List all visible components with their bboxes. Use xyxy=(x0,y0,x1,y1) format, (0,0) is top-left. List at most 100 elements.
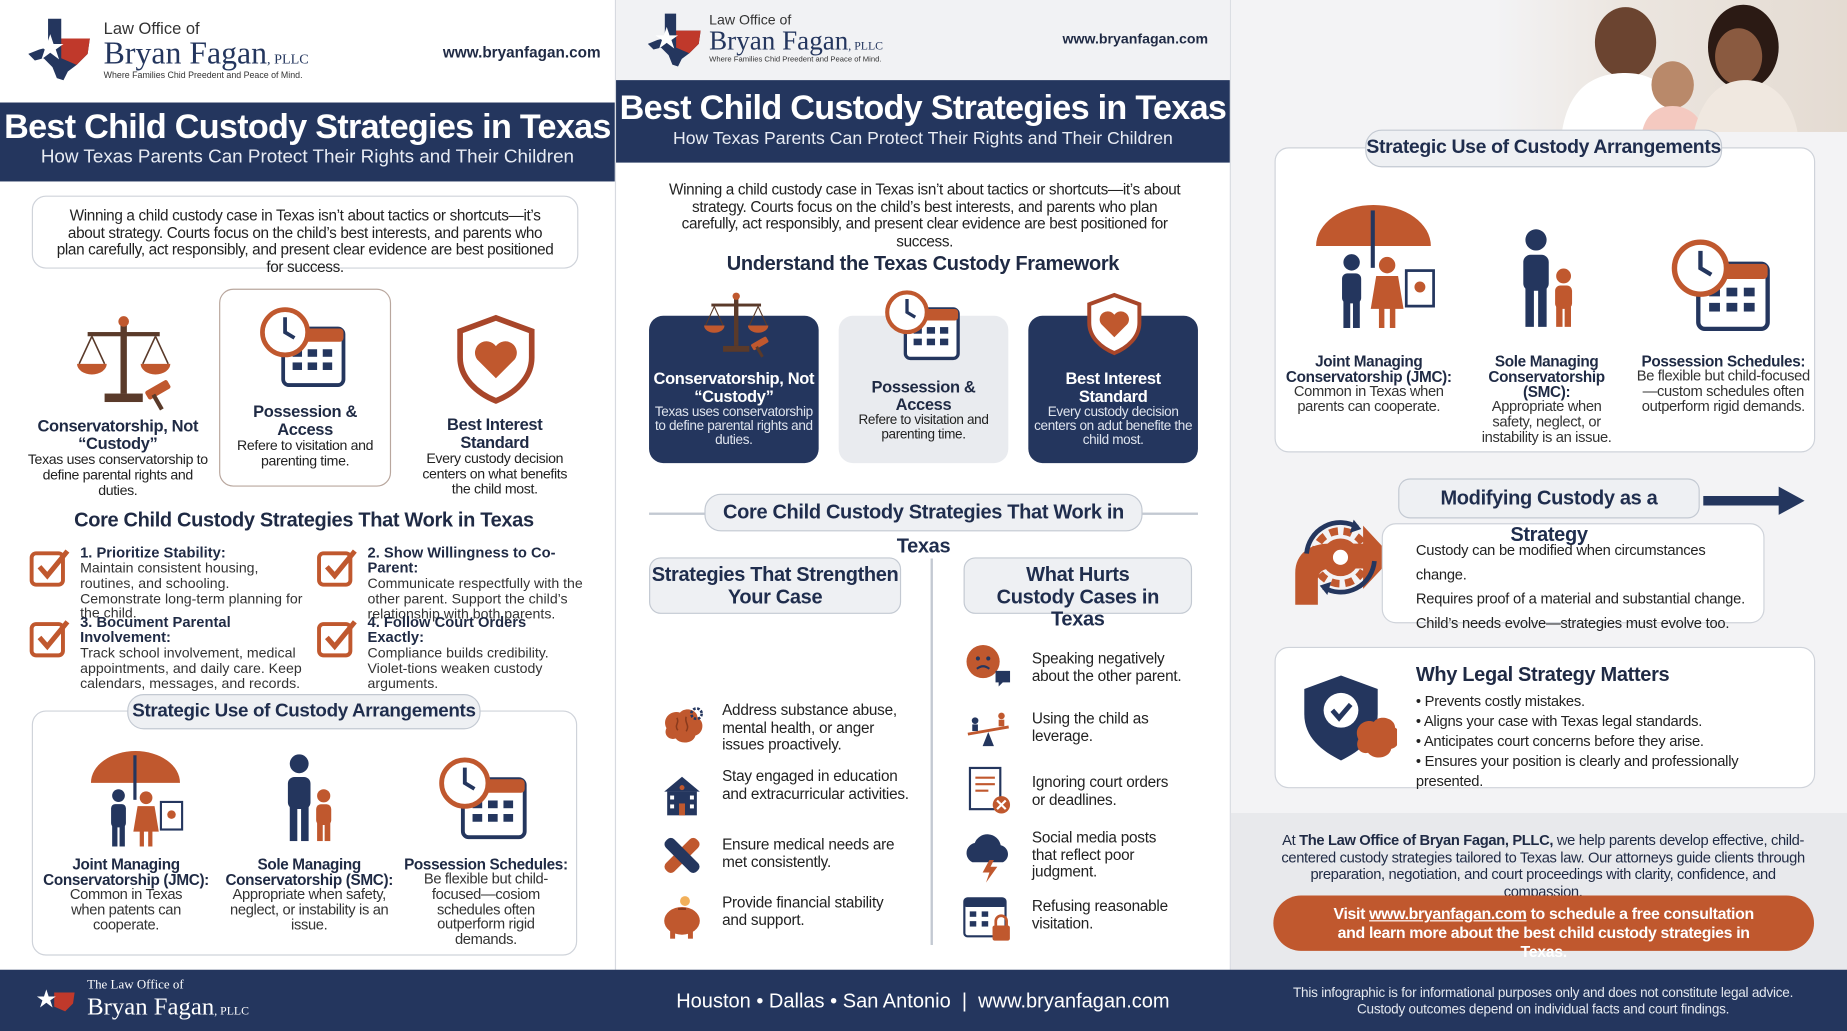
cta-button[interactable]: Visit www.bryanfagan.com to schedule a f… xyxy=(1273,895,1815,960)
why-item: • Aligns your case with Texas legal stan… xyxy=(1415,712,1703,730)
logo-name: Bryan Fagan xyxy=(103,35,268,71)
arrangement: Joint Managing Conservatorship (JMC): Com… xyxy=(1284,353,1454,414)
footer xyxy=(0,969,1847,1031)
arrangement-title: Possession Schedules: xyxy=(404,855,568,874)
arrangement-text: Common in Texas when parents can coopera… xyxy=(1293,382,1444,415)
framework-title: Best Interest Standard xyxy=(1065,368,1161,406)
umbrella-family-icon xyxy=(1305,183,1442,348)
framework-card xyxy=(649,315,819,464)
sad-face-icon xyxy=(959,640,1018,692)
closing: At The Law Office of Bryan Fagan, PLLC, … xyxy=(1270,832,1817,900)
seesaw-icon xyxy=(959,705,1018,752)
check-icon xyxy=(316,615,361,660)
calendar-lock-icon xyxy=(960,891,1014,945)
logo-mark xyxy=(28,16,94,82)
why-item: • Prevents costly mistakes. xyxy=(1415,692,1585,710)
strategy-title: 1. Prioritize Stability: xyxy=(80,544,226,561)
modifying-item: Requires proof of a material and substan… xyxy=(1415,590,1745,607)
bandage-icon xyxy=(657,831,706,880)
website-link[interactable]: www.bryanfagan.com xyxy=(1062,30,1209,48)
title-band: Best Child Custody Strategies in Texas H… xyxy=(0,102,615,182)
why-item: • Ensures your position is clearly and p… xyxy=(1415,752,1739,790)
arrangement: Possession Schedules: Be flexible but chi… xyxy=(1635,353,1812,414)
modifying-item: Child’s needs evolve—strategies must evo… xyxy=(1415,614,1730,631)
arrangement-title: Sole Managing Conservatorship (SMC): xyxy=(1488,352,1605,401)
shield-heart-icon xyxy=(1081,288,1147,361)
footer-logo: The Law Office of Bryan Fagan, PLLC xyxy=(87,978,249,1022)
why-text: Ensures your position is clearly and pro… xyxy=(1415,752,1739,790)
calendar-clock-icon xyxy=(251,304,357,398)
arrangement-title: Joint Managing Conservatorship (JMC): xyxy=(1285,352,1452,386)
piggy-bank-icon xyxy=(656,893,708,942)
modifying-box xyxy=(1381,523,1765,624)
logo-line: Law Office of xyxy=(103,18,200,38)
why-list: • Prevents costly mistakes. • Aligns you… xyxy=(1416,692,1805,792)
footer-disclaimer: This infographic is for informational pu… xyxy=(1293,986,1794,1017)
intro-box: Winning a child custody case in Texas is… xyxy=(31,195,579,275)
strategy-title: 4. Follow Court Orders Exactly: xyxy=(367,613,527,646)
calendar-clock-icon xyxy=(1663,236,1781,344)
framework-item: Best Interest Standard Every custody deci… xyxy=(1032,368,1195,448)
logo-mark xyxy=(648,12,705,69)
logo-tagline: Where Families Chid Preedent and Peace o… xyxy=(103,69,303,81)
section-heading: Core Child Custody Strategies That Work … xyxy=(74,509,534,532)
arrangement: Possession Schedules: Be flexible but chi… xyxy=(400,857,571,948)
strategy-title: 2. Show Willingness to Co-Parent: xyxy=(367,544,556,577)
umbrella-family-icon xyxy=(82,745,188,851)
section-pill: Strategic Use of Custody Arrangements xyxy=(127,694,481,730)
hurts-item: Speaking negatively about the other pare… xyxy=(1031,649,1182,684)
why-item: • Anticipates court concerns before they… xyxy=(1415,732,1704,750)
check-icon xyxy=(28,544,73,589)
strategy: 3. Bocument Parental Involvement: Track s… xyxy=(80,614,304,692)
framework-text: Every custody decision centers on what b… xyxy=(422,450,568,498)
closing-firm: The Law Office of Bryan Fagan, PLLC, xyxy=(1299,831,1554,849)
strategy-text: Communicate respectfully with the other … xyxy=(367,575,583,622)
title-band: Best Child Custody Strategies in Texas H… xyxy=(616,80,1230,163)
title: Best Child Custody Strategies in Texas xyxy=(619,89,1227,128)
framework-item: Possession & Access Refere to visitation … xyxy=(236,401,375,469)
check-icon xyxy=(28,615,73,660)
subtitle: How Texas Parents Can Protect Their Righ… xyxy=(40,147,575,168)
middle-header xyxy=(616,0,1230,81)
arrow xyxy=(1703,486,1805,515)
section-pill: Modifying Custody as a Strategy xyxy=(1398,478,1700,546)
strategy-text: Track school involvement, medical appoin… xyxy=(80,644,302,692)
closing-text: we help parents develop effective, child… xyxy=(1281,831,1805,900)
why-heading: Why Legal Strategy Matters xyxy=(1415,663,1670,686)
logo-tagline: Where Families Chid Preedent and Peace o… xyxy=(709,55,882,64)
framework-title: Possession & Access xyxy=(871,377,976,414)
hurts-item: Refusing reasonable visitation. xyxy=(1031,896,1168,932)
closing-lead: At xyxy=(1282,831,1296,849)
logo-line: The Law Office of xyxy=(87,977,184,993)
scale-icon xyxy=(59,309,189,415)
column-heading: Strategies That Strengthen Your Case xyxy=(649,557,902,614)
subtitle: How Texas Parents Can Protect Their Righ… xyxy=(672,128,1173,149)
cta-text: to schedule a free consultation and lear… xyxy=(1337,904,1754,961)
shield-brain-icon xyxy=(1300,672,1397,769)
arrangement: Sole Managing Conservatorship (SMC): Appr… xyxy=(224,857,395,933)
framework-title: Possession & Access xyxy=(253,401,358,439)
family-photo xyxy=(1495,0,1847,132)
parent-child-icon xyxy=(262,745,356,851)
hurts-item: Social media posts that reflect poor jud… xyxy=(1031,828,1157,881)
intro: Winning a child custody case in Texas is… xyxy=(56,206,554,276)
strategy-text: Compliance builds credibility. Violet-ti… xyxy=(367,644,549,692)
website-link[interactable]: www.bryanfagan.com xyxy=(442,43,601,62)
logo-mark xyxy=(31,977,78,1024)
calendar-clock-icon xyxy=(436,754,533,851)
shield-heart-icon xyxy=(449,309,543,410)
title: Best Child Custody Strategies in Texas xyxy=(4,108,611,147)
modifying-item: Custody can be modified when circumstanc… xyxy=(1415,542,1706,583)
footer-locations: Houston • Dallas • San Antonio | www.bry… xyxy=(676,989,1170,1013)
framework-text: Refere to visitation and parenting time. xyxy=(237,437,374,469)
logo-line: Law Office of xyxy=(709,11,792,29)
arrangement-text: Appropriate when safety, neglect, or ins… xyxy=(1481,398,1612,445)
strengthen-item: Ensure medical needs are met consistentl… xyxy=(722,835,895,871)
strengthen-item: Address substance abuse, mental health, … xyxy=(722,701,897,753)
check-icon xyxy=(316,544,361,589)
document-x-icon xyxy=(962,764,1016,821)
strategy-text: Maintain consistent housing, routines, a… xyxy=(80,559,303,622)
arrangement-text: Appropriate when safety, neglect, or ins… xyxy=(230,886,389,933)
cta-link: www.bryanfagan.com xyxy=(1369,904,1527,923)
